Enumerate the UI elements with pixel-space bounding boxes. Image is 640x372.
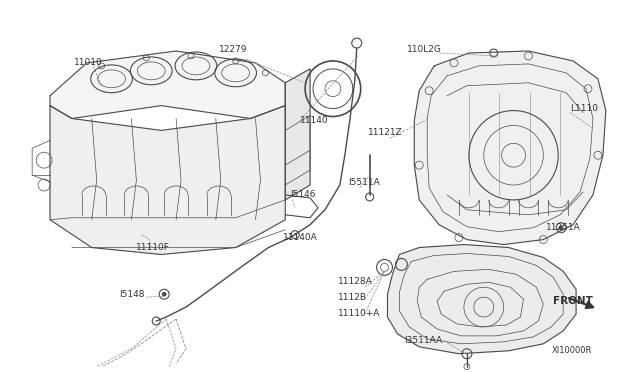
Text: I3511AA: I3511AA	[404, 336, 442, 345]
Circle shape	[559, 226, 563, 230]
Polygon shape	[414, 51, 606, 244]
Circle shape	[162, 292, 166, 296]
Text: 110L2G: 110L2G	[407, 45, 442, 54]
Text: 11010: 11010	[74, 58, 102, 67]
Polygon shape	[50, 51, 285, 119]
Text: 11110+A: 11110+A	[338, 308, 380, 318]
Text: 11110F: 11110F	[136, 243, 170, 252]
Text: XI10000R: XI10000R	[551, 346, 591, 355]
Text: L1110: L1110	[570, 104, 598, 113]
Polygon shape	[387, 244, 576, 354]
Text: I5511A: I5511A	[348, 177, 380, 186]
Text: 12279: 12279	[219, 45, 247, 54]
Polygon shape	[285, 69, 310, 200]
Text: 11140A: 11140A	[284, 233, 318, 242]
Polygon shape	[50, 106, 285, 254]
Text: I5148: I5148	[120, 290, 145, 299]
Text: 11140: 11140	[300, 116, 329, 125]
Text: I5146: I5146	[290, 190, 316, 199]
Text: 1112B: 1112B	[338, 293, 367, 302]
Text: 11121Z: 11121Z	[367, 128, 403, 137]
Text: FRONT: FRONT	[553, 296, 593, 306]
Text: 11128A: 11128A	[338, 277, 372, 286]
Text: 11251A: 11251A	[547, 223, 581, 232]
